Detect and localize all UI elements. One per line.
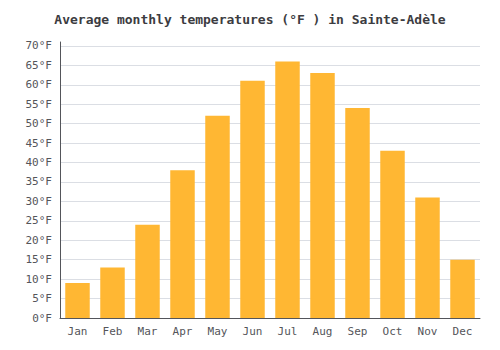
svg-text:25°F: 25°F <box>26 214 53 227</box>
svg-text:5°F: 5°F <box>32 292 52 305</box>
svg-text:50°F: 50°F <box>26 117 53 130</box>
svg-text:Dec: Dec <box>453 325 473 338</box>
svg-text:Apr: Apr <box>173 325 193 338</box>
svg-text:45°F: 45°F <box>26 137 53 150</box>
svg-text:May: May <box>208 325 228 338</box>
svg-text:60°F: 60°F <box>26 78 53 91</box>
svg-text:Aug: Aug <box>313 325 333 338</box>
svg-text:35°F: 35°F <box>26 175 53 188</box>
svg-text:Average monthly temperatures (: Average monthly temperatures (°F ) in Sa… <box>54 12 446 27</box>
svg-text:40°F: 40°F <box>26 156 53 169</box>
svg-text:Oct: Oct <box>383 325 403 338</box>
svg-text:10°F: 10°F <box>26 273 53 286</box>
svg-text:Feb: Feb <box>103 325 123 338</box>
svg-text:65°F: 65°F <box>26 59 53 72</box>
svg-text:Jan: Jan <box>68 325 88 338</box>
svg-text:70°F: 70°F <box>26 39 53 52</box>
svg-text:Mar: Mar <box>138 325 158 338</box>
svg-text:Sep: Sep <box>348 325 368 338</box>
svg-text:30°F: 30°F <box>26 195 53 208</box>
svg-text:0°F: 0°F <box>32 312 52 325</box>
svg-text:20°F: 20°F <box>26 234 53 247</box>
svg-text:Jul: Jul <box>278 325 298 338</box>
svg-text:55°F: 55°F <box>26 98 53 111</box>
svg-text:Jun: Jun <box>243 325 263 338</box>
svg-text:15°F: 15°F <box>26 253 53 266</box>
svg-text:Nov: Nov <box>418 325 438 338</box>
